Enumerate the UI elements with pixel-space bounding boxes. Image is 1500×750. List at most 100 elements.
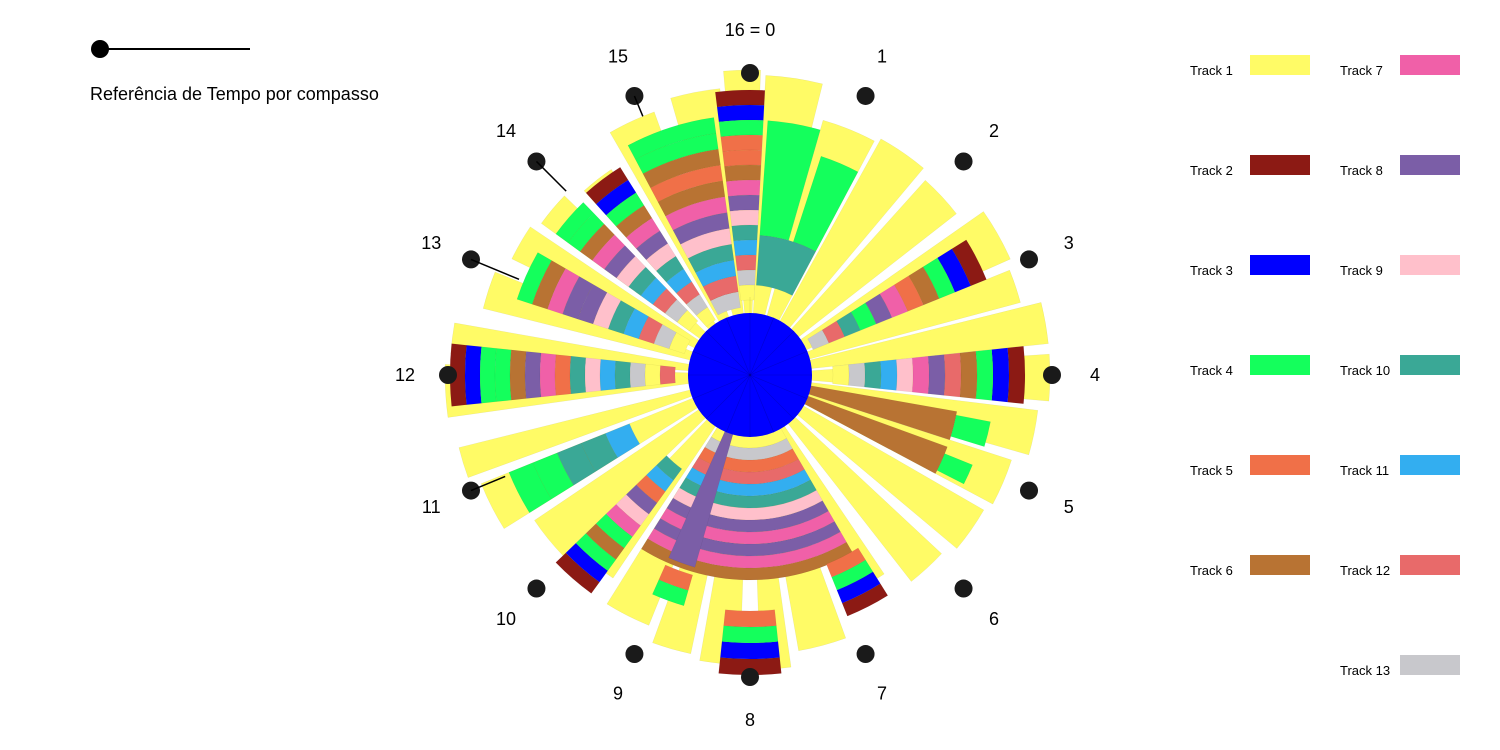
track-band	[599, 359, 617, 391]
legend-label: Track 7	[1340, 63, 1383, 78]
track-1-wedge	[749, 211, 1011, 376]
track-band	[668, 332, 691, 354]
track-band	[807, 329, 830, 350]
core-spoke	[749, 374, 808, 400]
clock-label: 1	[877, 46, 887, 66]
track-band	[733, 239, 758, 257]
core-spoke	[705, 330, 751, 376]
legend-label: Track 6	[1190, 563, 1233, 578]
clock-label: 2	[989, 121, 999, 141]
chart-marks	[444, 69, 1051, 676]
track-1-wedge	[511, 226, 751, 376]
track-10-wedge	[756, 235, 817, 296]
track-band	[605, 423, 641, 459]
track-band	[629, 362, 646, 388]
core-spoke	[705, 374, 751, 420]
track-band	[614, 360, 631, 390]
clock-dot	[954, 579, 973, 598]
track-band	[735, 254, 757, 272]
clock-label: 6	[989, 609, 999, 629]
track-band	[975, 349, 994, 401]
track-band	[659, 365, 676, 385]
core-spoke	[692, 350, 751, 376]
clock-label: 7	[877, 684, 887, 704]
track-band	[644, 363, 661, 387]
clock-dot	[1020, 481, 1039, 500]
track-band	[722, 149, 763, 167]
track-band	[927, 354, 946, 396]
track-1-wedge	[609, 111, 751, 376]
clock-label: 11	[422, 497, 441, 517]
track-1-wedge	[749, 374, 942, 582]
time-reference-legend: Referência de Tempo por compasso	[90, 40, 379, 104]
track-legend: Track 1 Track 2 Track 3 Track 4 Track 5 Track…	[1190, 55, 1460, 678]
legend-label: Track 11	[1340, 463, 1389, 478]
clock-dot	[741, 64, 759, 82]
legend-swatch	[1250, 255, 1310, 275]
track-band	[991, 347, 1010, 403]
clock-dot	[741, 668, 759, 686]
clock-dot	[856, 86, 875, 105]
track-band	[1007, 345, 1026, 405]
legend-swatch	[1400, 655, 1460, 675]
track-band	[509, 349, 527, 401]
track-band	[524, 351, 542, 399]
legend-label: Track 12	[1340, 563, 1390, 578]
track-band	[943, 352, 962, 398]
legend-swatch	[1400, 355, 1460, 375]
core-spoke	[749, 374, 775, 433]
track-band	[880, 359, 898, 391]
track-band	[554, 354, 572, 396]
core-spoke	[692, 374, 751, 400]
clock-dot	[954, 152, 973, 171]
core-spoke	[725, 374, 751, 433]
clock-label: 4	[1090, 365, 1100, 385]
time-reference-dot	[91, 40, 109, 58]
core-spoke	[749, 317, 775, 376]
clock-dot	[439, 366, 457, 384]
clock-dot	[1043, 366, 1061, 384]
reference-needle	[470, 475, 506, 492]
track-band	[676, 309, 699, 332]
track-band	[658, 564, 693, 591]
clock-dot	[625, 645, 644, 664]
track-band	[729, 209, 759, 227]
legend-label: Track 10	[1340, 363, 1390, 378]
time-reference-label: Referência de Tempo por compasso	[90, 84, 379, 104]
reference-needle	[470, 258, 520, 281]
core-spoke	[749, 374, 795, 420]
legend-label: Track 13	[1340, 663, 1390, 678]
track-band	[864, 361, 882, 389]
clock-label: 15	[608, 46, 628, 66]
track-band	[539, 352, 557, 398]
track-band	[569, 355, 587, 395]
legend-swatch	[1400, 255, 1460, 275]
track-4-wedge	[950, 414, 991, 447]
clock-label: 5	[1064, 497, 1074, 517]
track-band	[731, 224, 759, 242]
clock-label: 10	[496, 609, 516, 629]
track-band	[696, 306, 716, 328]
legend-swatch	[1250, 355, 1310, 375]
legend-swatch	[1250, 155, 1310, 175]
legend-swatch	[1400, 55, 1460, 75]
track-band	[716, 104, 765, 123]
legend-label: Track 3	[1190, 263, 1233, 278]
legend-swatch	[1400, 555, 1460, 575]
track-band	[911, 356, 930, 394]
track-band	[736, 269, 756, 286]
clock-dot	[856, 645, 875, 664]
track-band	[848, 362, 866, 388]
legend-label: Track 8	[1340, 163, 1383, 178]
track-band	[656, 455, 683, 481]
track-band	[959, 350, 978, 400]
track-band	[738, 284, 755, 301]
track-band	[479, 346, 497, 404]
clock-label: 8	[745, 710, 755, 730]
track-3-core	[688, 313, 812, 437]
track-1-wedge	[749, 179, 957, 376]
track-band	[895, 357, 914, 393]
core-spoke	[749, 330, 795, 376]
track-band	[832, 364, 850, 386]
